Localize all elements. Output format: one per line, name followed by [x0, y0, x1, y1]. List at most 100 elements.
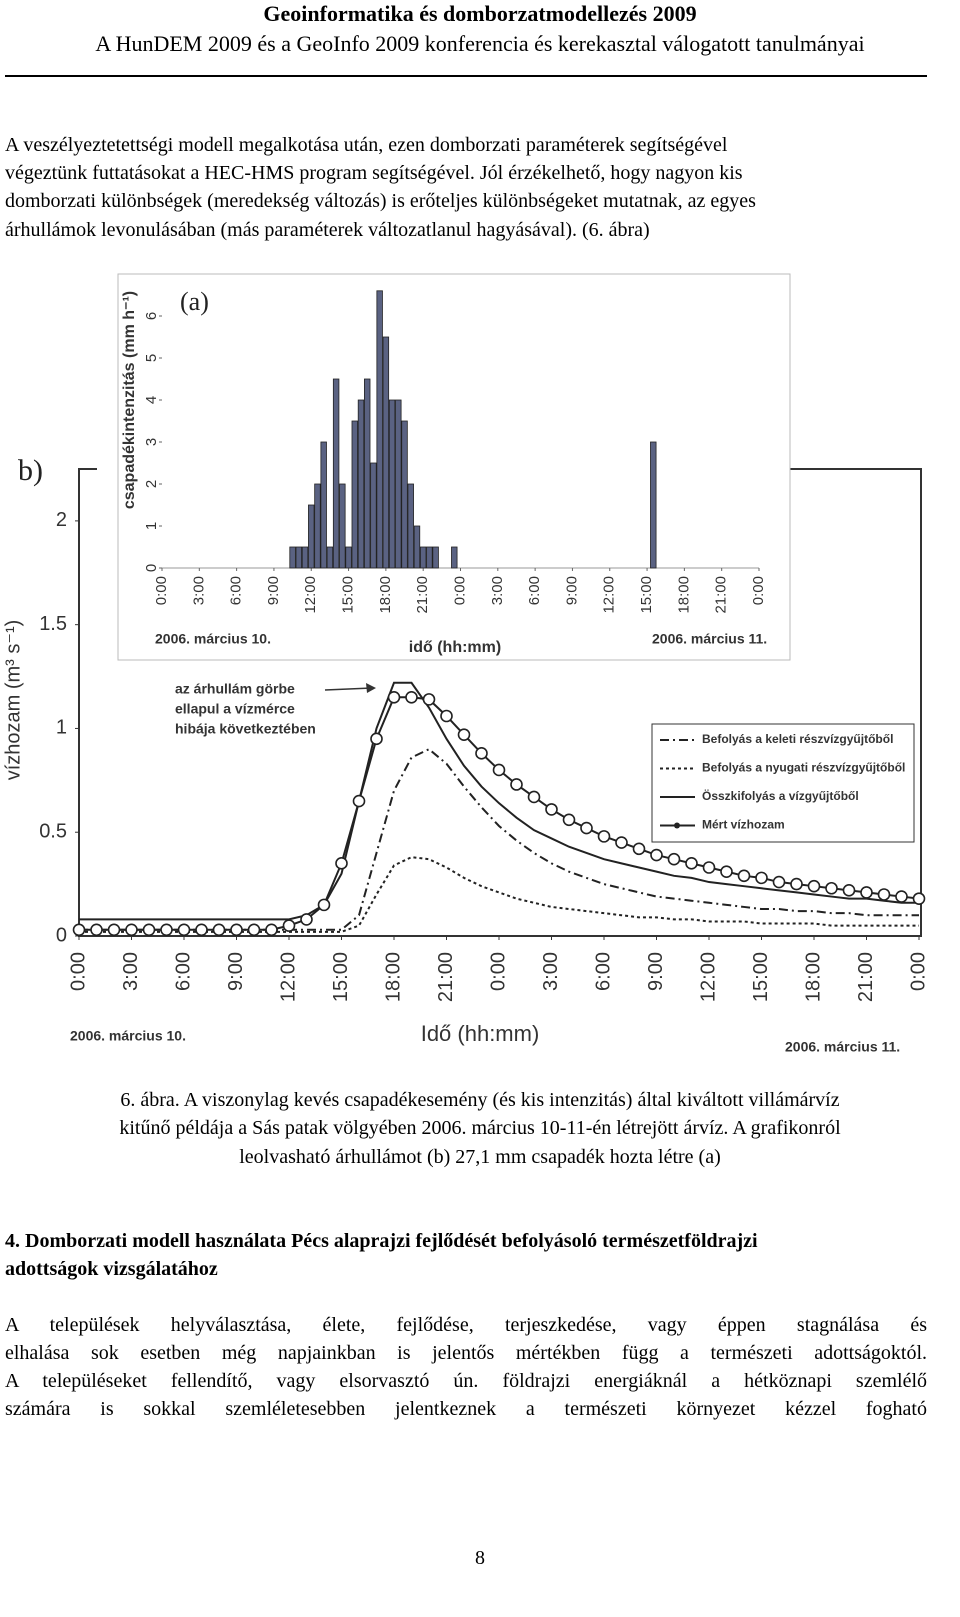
data-point [685, 857, 698, 870]
data-point [177, 923, 191, 937]
heading-line: 4. Domborzati modell használata Pécs ala… [5, 1230, 758, 1252]
bar [451, 546, 458, 569]
x-tick-label: 18:00 [802, 952, 824, 1002]
paragraph-line: elhalása sok esetben még napjainkban is … [5, 1342, 927, 1364]
annotation: hibája következtében [175, 721, 316, 737]
x-tick-label: 21:00 [435, 952, 457, 1002]
data-point [615, 836, 628, 849]
data-point [440, 709, 453, 723]
data-point [125, 923, 138, 937]
bar [364, 378, 371, 569]
x-tick-label: 9:00 [265, 576, 282, 605]
data-point [842, 884, 856, 897]
data-point [492, 763, 506, 777]
bar [301, 546, 309, 569]
y-tick-label: 5 [143, 354, 160, 362]
data-point [160, 923, 173, 937]
date-label: 2006. március 10. [70, 1028, 186, 1044]
data-point [247, 923, 261, 937]
y-tick-label: 1.5 [39, 613, 67, 635]
y-tick-label: 4 [143, 396, 160, 404]
paragraph-line: árhullámok levonulásában (más paramétere… [5, 219, 650, 241]
data-point [825, 881, 838, 895]
data-point [230, 923, 243, 937]
bar [382, 336, 390, 569]
data-point [107, 923, 121, 937]
annotation-arrow [324, 687, 373, 691]
data-point [195, 923, 208, 937]
data-point [475, 747, 488, 760]
x-tick-label: 21:00 [855, 952, 877, 1002]
x-tick-label: 9:00 [645, 952, 667, 991]
series-line [79, 856, 919, 933]
date-label: 2006. március 10. [155, 631, 271, 647]
x-tick-label: 3:00 [120, 952, 142, 991]
x-tick-label: 6:00 [526, 576, 543, 605]
bar [326, 546, 334, 569]
y-tick-label: 1 [56, 717, 67, 739]
x-tick-label: 15:00 [638, 576, 655, 614]
x-tick-label: 18:00 [675, 576, 692, 614]
legend-marker [674, 822, 680, 829]
data-point [265, 923, 278, 937]
bar [351, 420, 358, 569]
bar [419, 546, 427, 569]
y-tick-label: 0 [143, 564, 160, 572]
x-tick-label: 9:00 [563, 576, 580, 605]
y-axis-label: csapadékintenzitás (mm h⁻¹) [121, 291, 138, 509]
date-label: 2006. március 11. [785, 1039, 900, 1055]
paragraph-line: A települések helyválasztása, élete, fej… [5, 1314, 927, 1336]
data-point [720, 865, 733, 878]
data-point [212, 923, 226, 937]
data-point [405, 691, 418, 704]
data-point [895, 890, 908, 903]
bar [370, 462, 377, 569]
x-tick-label: 3:00 [489, 576, 506, 605]
paragraph-line: végeztünk futtatásokat a HEC-HMS program… [5, 162, 743, 184]
data-point [790, 877, 803, 891]
data-point [667, 852, 681, 866]
x-tick-label: 21:00 [414, 576, 431, 614]
data-point [772, 875, 786, 889]
data-point [370, 732, 383, 746]
bar [388, 399, 396, 569]
data-point [352, 794, 366, 808]
y-tick-label: 0 [56, 924, 67, 946]
x-tick-label: 15:00 [340, 576, 357, 614]
data-point [72, 923, 86, 937]
date-label: 2006. március 11. [652, 631, 767, 647]
annotation: az árhullám görbe [175, 681, 295, 697]
x-axis-label: Idő (hh:mm) [421, 1021, 540, 1046]
bar [339, 483, 346, 569]
caption-line: leolvasható árhullámot (b) 27,1 mm csapa… [239, 1146, 721, 1168]
data-point [807, 879, 821, 893]
x-tick-label: 12:00 [697, 952, 719, 1002]
x-tick-label: 0:00 [451, 576, 468, 605]
bar [289, 546, 296, 569]
x-tick-label: 15:00 [750, 952, 772, 1002]
heading-line: adottságok vizsgálatához [5, 1258, 218, 1280]
header-rule [5, 75, 927, 77]
bar [332, 378, 340, 569]
data-point [702, 861, 716, 874]
y-tick-label: 0.5 [39, 821, 67, 843]
data-point [317, 898, 331, 912]
data-point [300, 913, 313, 926]
x-tick-label: 0:00 [67, 952, 89, 991]
data-point [562, 813, 576, 827]
data-point [912, 892, 926, 905]
x-tick-label: 21:00 [713, 576, 730, 614]
bar [357, 399, 365, 569]
x-tick-label: 0:00 [750, 576, 767, 605]
data-point [335, 857, 348, 870]
data-point [90, 923, 103, 937]
bar [413, 525, 421, 569]
legend-label: Összkifolyás a vízgyűjtőből [702, 788, 859, 803]
x-tick-label: 12:00 [302, 576, 319, 614]
x-tick-label: 0:00 [153, 576, 170, 605]
x-tick-label: 15:00 [330, 952, 352, 1002]
paragraph-line: A veszélyeztetettségi modell megalkotása… [5, 134, 728, 156]
bar [320, 441, 327, 569]
data-point [860, 886, 873, 899]
